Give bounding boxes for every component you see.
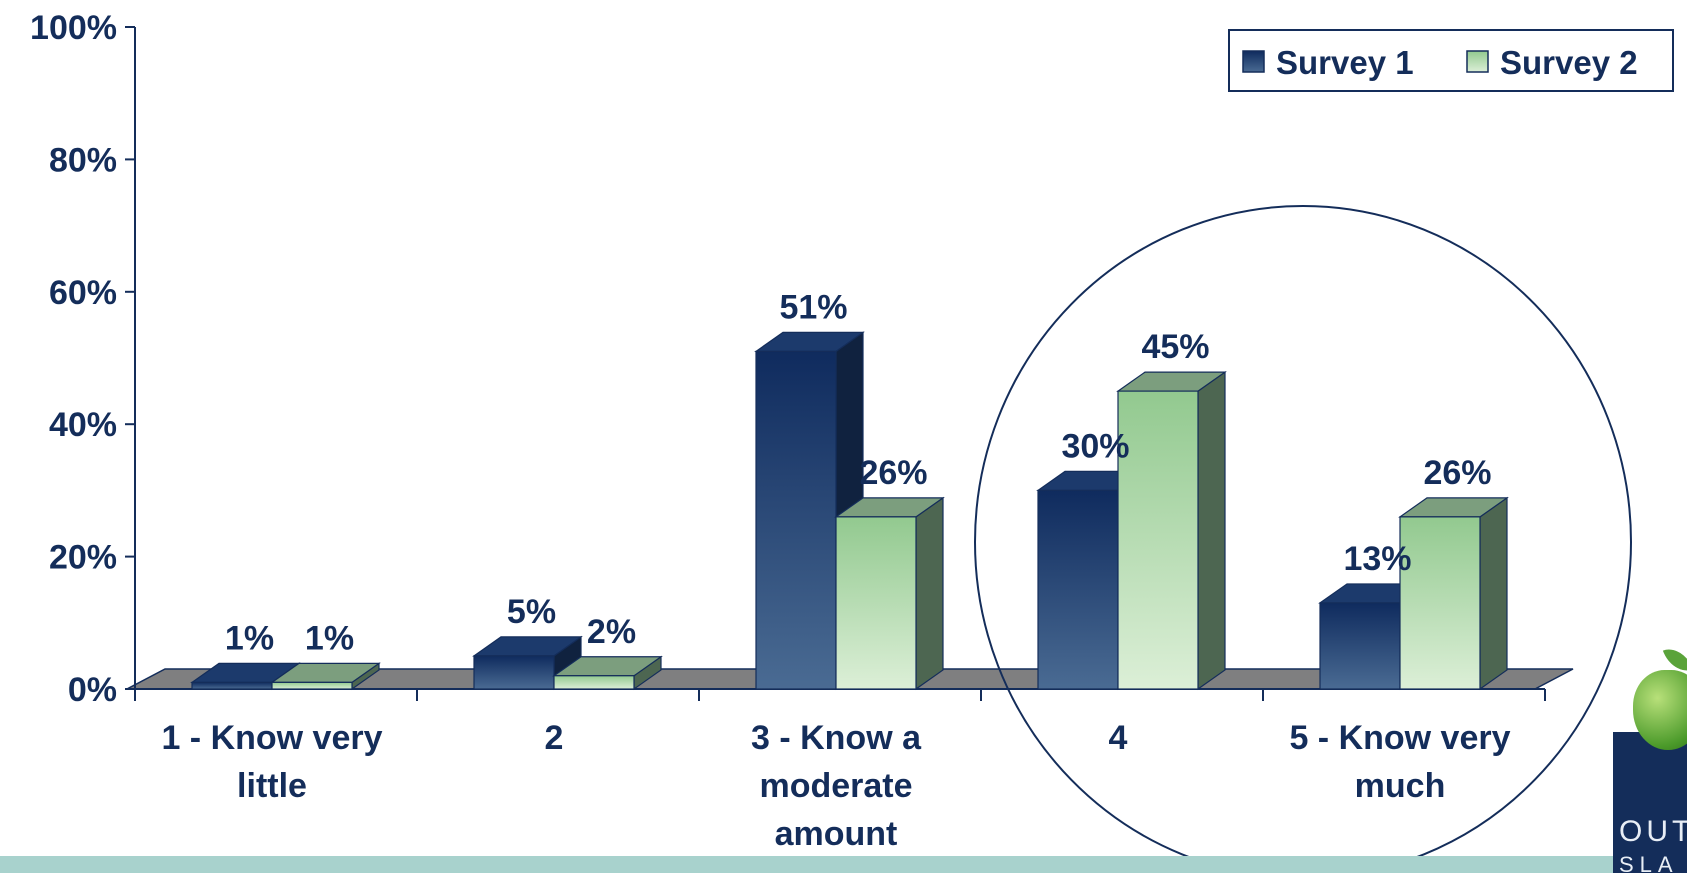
legend: Survey 1 Survey 2 xyxy=(1228,29,1674,92)
bar-front xyxy=(191,681,273,690)
y-tick-label: 20% xyxy=(49,539,117,577)
category-label-line: 3 - Know a xyxy=(751,719,922,757)
category-label-line: 2 xyxy=(545,719,564,757)
data-label-2-1: 1% xyxy=(305,619,354,657)
bar-2-2 xyxy=(552,655,663,691)
category-label-line: much xyxy=(1355,767,1446,805)
data-label-1-3: 51% xyxy=(779,288,847,326)
logo-text-line-2: SLA xyxy=(1619,852,1679,873)
bar-front xyxy=(473,655,555,690)
data-labels: 1% 1% 5% 2% 51% 26% 30% 45% 13% 26% xyxy=(225,288,1492,657)
bar-side xyxy=(1197,370,1226,691)
category-label-line: little xyxy=(237,767,307,805)
category-label-line: 5 - Know very xyxy=(1289,719,1510,757)
y-tick-label: 80% xyxy=(49,141,117,179)
y-tick-label: 60% xyxy=(49,274,117,312)
category-label: 4 xyxy=(1109,719,1128,757)
category-label: 5 - Know very much xyxy=(1289,719,1510,805)
data-label-2-2: 2% xyxy=(587,613,636,651)
data-label-2-5: 26% xyxy=(1423,454,1491,492)
data-label-1-5: 13% xyxy=(1343,540,1411,578)
data-label-1-4: 30% xyxy=(1061,427,1129,465)
logo-box xyxy=(1613,732,1687,873)
data-label-2-4: 45% xyxy=(1141,328,1209,366)
category-label-line: moderate xyxy=(759,767,912,805)
legend-box xyxy=(1228,29,1674,92)
logo-text-line-1: OUT xyxy=(1619,815,1687,848)
category-label: 2 xyxy=(545,719,564,757)
bars xyxy=(190,331,1509,691)
bar-front xyxy=(1399,516,1481,690)
category-label-line: 4 xyxy=(1109,719,1128,757)
bar-2-5 xyxy=(1398,496,1509,691)
legend-label-survey-1: Survey 1 xyxy=(1276,44,1414,81)
legend-label-survey-2: Survey 2 xyxy=(1500,44,1638,81)
bar-2-1 xyxy=(270,662,381,691)
legend-swatch-survey-2 xyxy=(1466,50,1489,73)
highlight-circle xyxy=(974,205,1632,873)
bar-front xyxy=(271,681,353,690)
data-label-1-2: 5% xyxy=(507,593,556,631)
y-tick-label: 100% xyxy=(30,9,117,47)
bar-side xyxy=(1479,496,1508,691)
x-axis-ticks xyxy=(134,689,1546,701)
category-label: 1 - Know very little xyxy=(161,719,382,805)
category-label-line: 1 - Know very xyxy=(161,719,382,757)
logo: OUT SLA xyxy=(1613,640,1687,873)
bar-2-4 xyxy=(1116,370,1227,691)
category-label: 3 - Know a moderate amount xyxy=(751,719,922,853)
bar-2-3 xyxy=(834,496,945,691)
y-tick-label: 40% xyxy=(49,406,117,444)
y-axis-ticks: 0% 20% 40% 60% 80% 100% xyxy=(30,9,135,709)
bar-front xyxy=(755,350,837,690)
data-label-1-1: 1% xyxy=(225,619,274,657)
bar-front xyxy=(1319,602,1401,690)
category-labels: 1 - Know very little 2 3 - Know a moderate am… xyxy=(161,719,1510,853)
bar-front xyxy=(1117,390,1199,690)
legend-swatch-survey-1 xyxy=(1242,50,1265,73)
footer-band xyxy=(0,856,1687,873)
bar-side xyxy=(915,496,944,691)
data-label-2-3: 26% xyxy=(859,454,927,492)
category-label-line: amount xyxy=(775,815,898,853)
bar-front xyxy=(1037,489,1119,690)
apple-icon xyxy=(1633,670,1687,750)
y-tick-label: 0% xyxy=(68,671,117,709)
bar-front xyxy=(835,516,917,690)
bar-front xyxy=(553,675,635,690)
